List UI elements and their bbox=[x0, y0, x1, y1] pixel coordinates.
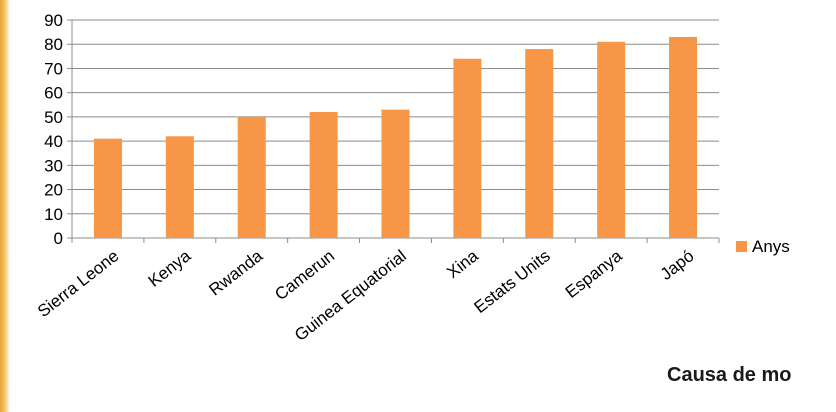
y-tick-label: 60 bbox=[44, 84, 63, 103]
y-tick-label: 20 bbox=[44, 181, 63, 200]
y-tick-label: 70 bbox=[44, 59, 63, 78]
y-tick-label: 80 bbox=[44, 35, 63, 54]
y-tick-label: 40 bbox=[44, 132, 63, 151]
legend-label: Anys bbox=[752, 237, 790, 256]
x-tick-label: Sierra Leone bbox=[34, 246, 122, 321]
bar-guinea-equatorial bbox=[381, 109, 410, 238]
bar-xina bbox=[453, 58, 482, 238]
bar-camerun bbox=[309, 112, 338, 238]
x-tick-label: Espanya bbox=[562, 246, 626, 302]
slide-edge-decoration bbox=[0, 0, 10, 412]
slide-caption: Causa de mo bbox=[667, 364, 792, 386]
y-tick-label: 90 bbox=[44, 11, 63, 30]
y-tick-label: 50 bbox=[44, 108, 63, 127]
bar-estats-units bbox=[525, 49, 554, 238]
legend-swatch bbox=[736, 241, 747, 252]
y-tick-label: 30 bbox=[44, 156, 63, 175]
x-tick-label: Camerun bbox=[271, 246, 338, 304]
x-tick-label: Rwanda bbox=[205, 246, 266, 300]
x-tick-label: Japó bbox=[657, 246, 698, 284]
y-tick-label: 0 bbox=[54, 229, 63, 248]
y-tick-label: 10 bbox=[44, 205, 63, 224]
x-tick-label: Kenya bbox=[145, 246, 195, 291]
bar-japó bbox=[669, 36, 698, 239]
bar-rwanda bbox=[237, 116, 266, 238]
bar-kenya bbox=[165, 136, 194, 238]
x-tick-label: Estats Units bbox=[471, 246, 554, 317]
x-tick-label: Xina bbox=[443, 246, 482, 282]
bar-sierra-leone bbox=[93, 138, 122, 238]
bar-espanya bbox=[597, 41, 626, 238]
